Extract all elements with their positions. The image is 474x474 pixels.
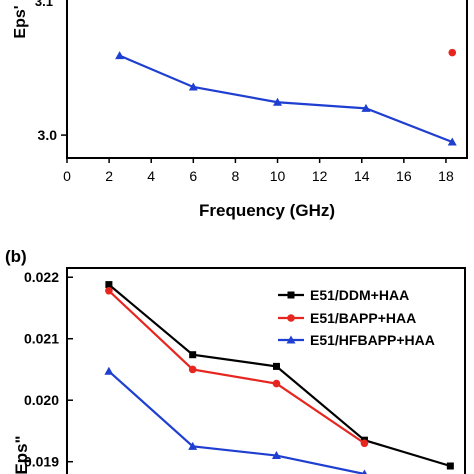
x-axis-label: Frequency (GHz) — [199, 201, 335, 220]
panel-a: 0 2 4 6 8 10 12 14 16 18 3.0 3.1 Frequency (GHz) Eps' — [12, 0, 468, 220]
series-2-line — [108, 370, 365, 474]
y-tick-label: 0.022 — [24, 269, 59, 285]
x-tick-label: 18 — [438, 168, 454, 184]
series-0-point — [188, 82, 198, 91]
series-2-point — [361, 469, 367, 474]
series-2-point — [188, 441, 198, 450]
panel-b: 0.019 0.020 0.021 0.022 (b) Eps" E51/DDM+HAA E5… — [5, 247, 466, 474]
x-tick-label: 6 — [189, 168, 197, 184]
axes-frame-a — [66, 0, 468, 159]
y-tick-label: 3.1 — [35, 0, 53, 9]
x-tick-label: 4 — [147, 168, 155, 184]
x-tick-label: 8 — [232, 168, 240, 184]
y-tick-label: 0.021 — [24, 331, 59, 347]
series-0-point — [189, 351, 197, 359]
panel-label: (b) — [5, 247, 27, 266]
legend-marker — [286, 335, 296, 344]
series-1-point — [188, 365, 197, 374]
y-axis-label: Eps" — [12, 435, 31, 474]
series-1-point — [105, 286, 113, 295]
series-0-line — [119, 54, 453, 143]
series-2-point — [271, 451, 281, 460]
x-tick-label: 14 — [354, 168, 370, 184]
series-0-point — [273, 97, 283, 106]
series-0-point — [361, 103, 371, 112]
legend-marker — [287, 314, 295, 322]
series-0-point — [447, 137, 457, 146]
axes-frame-b — [66, 267, 466, 474]
x-tick-label: 0 — [63, 168, 71, 184]
series-1-line — [108, 289, 366, 445]
series-0-point — [105, 281, 113, 289]
series-0-point — [272, 362, 280, 370]
plot-area-a — [115, 48, 457, 146]
legend-marker — [287, 291, 295, 299]
x-tick-label: 16 — [396, 168, 412, 184]
x-tick-label: 10 — [270, 168, 286, 184]
y-tick-label: 3.0 — [38, 127, 58, 143]
y-tick-label: 0.019 — [24, 454, 59, 470]
series-1-point — [448, 48, 457, 57]
series-1-point — [360, 439, 369, 448]
legend-label: E51/DDM+HAA — [310, 287, 409, 303]
series-1-point — [272, 379, 281, 388]
y-tick-label: 0.020 — [24, 392, 59, 408]
y-axis-label: Eps' — [12, 5, 29, 38]
legend-label: E51/BAPP+HAA — [310, 310, 416, 326]
x-tick-label: 2 — [105, 168, 113, 184]
series-2-point — [104, 366, 114, 375]
series-0-point — [446, 462, 454, 470]
legend-label: E51/HFBAPP+HAA — [310, 332, 435, 348]
x-tick-label: 12 — [312, 168, 328, 184]
plot-area-b — [104, 281, 454, 474]
series-0-point — [115, 51, 125, 60]
